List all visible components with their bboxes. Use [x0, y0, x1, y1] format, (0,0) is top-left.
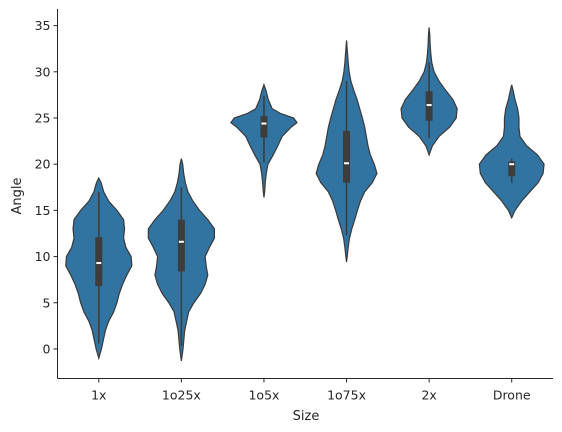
iqr-box — [260, 116, 268, 138]
median-marker — [178, 240, 184, 243]
y-ticks: 0 5 10 15 20 25 30 35 — [35, 18, 58, 356]
y-tick-label: 15 — [35, 203, 51, 218]
x-tick-label: 1x — [91, 388, 106, 403]
iqr-box — [343, 130, 351, 183]
median-marker — [96, 262, 102, 265]
y-tick-label: 0 — [43, 341, 51, 356]
y-tick-label: 25 — [35, 111, 51, 126]
median-marker — [344, 162, 350, 165]
y-tick-label: 5 — [43, 295, 51, 310]
x-tick-label: 1o75x — [327, 388, 366, 403]
y-tick-label: 35 — [35, 18, 51, 33]
x-tick-label: 1o5x — [248, 388, 279, 403]
x-ticks: 1x 1o25x 1o5x 1o75x 2x Drone — [91, 378, 531, 403]
x-tick-label: 2x — [421, 388, 436, 403]
iqr-box — [95, 237, 103, 287]
median-marker — [426, 104, 432, 107]
violin-Drone — [478, 84, 545, 220]
median-marker — [261, 122, 267, 125]
iqr-box — [177, 219, 185, 272]
x-tick-label: Drone — [493, 388, 531, 403]
x-tick-label: 1o25x — [162, 388, 201, 403]
x-axis-title: Size — [293, 409, 320, 424]
y-tick-label: 10 — [35, 249, 51, 264]
y-tick-label: 20 — [35, 157, 51, 172]
y-axis-title: Angle — [10, 178, 25, 215]
y-tick-label: 30 — [35, 64, 51, 79]
median-marker — [509, 163, 515, 166]
violin-layer — [65, 27, 545, 362]
iqr-box — [508, 161, 516, 177]
